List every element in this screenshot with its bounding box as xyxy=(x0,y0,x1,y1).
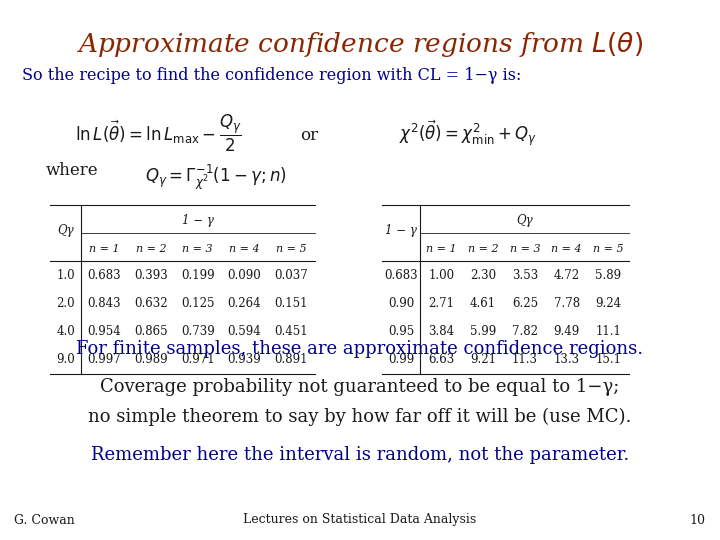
Text: n = 3: n = 3 xyxy=(182,244,213,254)
Text: 0.090: 0.090 xyxy=(228,269,261,282)
Text: So the recipe to find the confidence region with CL = 1−γ is:: So the recipe to find the confidence reg… xyxy=(22,68,521,84)
Text: 0.865: 0.865 xyxy=(134,325,168,338)
Text: 0.151: 0.151 xyxy=(274,297,308,310)
Text: Lectures on Statistical Data Analysis: Lectures on Statistical Data Analysis xyxy=(243,514,477,526)
Text: n = 1: n = 1 xyxy=(426,244,456,254)
Text: 0.264: 0.264 xyxy=(228,297,261,310)
Text: 3.53: 3.53 xyxy=(512,269,538,282)
Text: 7.82: 7.82 xyxy=(512,325,538,338)
Text: 0.037: 0.037 xyxy=(274,269,308,282)
Text: 6.63: 6.63 xyxy=(428,353,454,366)
Text: 0.939: 0.939 xyxy=(228,353,261,366)
Text: 2.30: 2.30 xyxy=(470,269,496,282)
Text: 0.954: 0.954 xyxy=(87,325,121,338)
Text: or: or xyxy=(300,127,319,144)
Text: 1 − γ: 1 − γ xyxy=(385,224,417,237)
Text: n = 5: n = 5 xyxy=(593,244,624,254)
Text: 11.1: 11.1 xyxy=(595,325,621,338)
Text: G. Cowan: G. Cowan xyxy=(14,514,75,526)
Text: 1 − γ: 1 − γ xyxy=(181,214,214,227)
Text: 0.199: 0.199 xyxy=(181,269,215,282)
Text: 9.0: 9.0 xyxy=(56,353,75,366)
Text: 6.25: 6.25 xyxy=(512,297,538,310)
Text: 5.89: 5.89 xyxy=(595,269,621,282)
Text: 0.125: 0.125 xyxy=(181,297,215,310)
Text: n = 2: n = 2 xyxy=(468,244,498,254)
Text: Approximate confidence regions from $L(\theta)$: Approximate confidence regions from $L(\… xyxy=(76,30,644,59)
Text: 0.997: 0.997 xyxy=(87,353,121,366)
Text: 0.989: 0.989 xyxy=(134,353,168,366)
Text: 0.683: 0.683 xyxy=(384,269,418,282)
Text: 1.00: 1.00 xyxy=(428,269,454,282)
Text: n = 4: n = 4 xyxy=(229,244,260,254)
Text: n = 3: n = 3 xyxy=(510,244,540,254)
Text: no simple theorem to say by how far off it will be (use MC).: no simple theorem to say by how far off … xyxy=(89,408,631,426)
Text: 0.891: 0.891 xyxy=(274,353,308,366)
Text: 4.72: 4.72 xyxy=(554,269,580,282)
Text: 5.99: 5.99 xyxy=(470,325,496,338)
Text: Remember here the interval is random, not the parameter.: Remember here the interval is random, no… xyxy=(91,446,629,463)
Text: 9.21: 9.21 xyxy=(470,353,496,366)
Text: $\chi^2(\vec{\theta}) = \chi^2_{\rm min}+Q_\gamma$: $\chi^2(\vec{\theta}) = \chi^2_{\rm min}… xyxy=(399,119,537,148)
Text: 9.49: 9.49 xyxy=(554,325,580,338)
Text: $Q_\gamma = \Gamma^{-1}_{\chi^2}(1-\gamma;n)$: $Q_\gamma = \Gamma^{-1}_{\chi^2}(1-\gamm… xyxy=(145,162,287,192)
Text: 11.3: 11.3 xyxy=(512,353,538,366)
Text: 0.451: 0.451 xyxy=(274,325,308,338)
Text: Qγ: Qγ xyxy=(57,224,74,237)
Text: n = 1: n = 1 xyxy=(89,244,120,254)
Text: 0.393: 0.393 xyxy=(134,269,168,282)
Text: n = 4: n = 4 xyxy=(552,244,582,254)
Text: 4.0: 4.0 xyxy=(56,325,75,338)
Text: 3.84: 3.84 xyxy=(428,325,454,338)
Text: 2.0: 2.0 xyxy=(56,297,75,310)
Text: 7.78: 7.78 xyxy=(554,297,580,310)
Text: 0.843: 0.843 xyxy=(87,297,121,310)
Text: 0.594: 0.594 xyxy=(228,325,261,338)
Text: 2.71: 2.71 xyxy=(428,297,454,310)
Text: 15.1: 15.1 xyxy=(595,353,621,366)
Text: 9.24: 9.24 xyxy=(595,297,621,310)
Text: 1.0: 1.0 xyxy=(56,269,75,282)
Text: $\ln L(\vec{\theta}) = \ln L_{\rm max}-\dfrac{Q_\gamma}{2}$: $\ln L(\vec{\theta}) = \ln L_{\rm max}-\… xyxy=(75,113,242,154)
Text: n = 2: n = 2 xyxy=(135,244,166,254)
Text: 0.95: 0.95 xyxy=(388,325,414,338)
Text: For finite samples, these are approximate confidence regions.: For finite samples, these are approximat… xyxy=(76,340,644,358)
Text: 4.61: 4.61 xyxy=(470,297,496,310)
Text: 0.971: 0.971 xyxy=(181,353,215,366)
Text: where: where xyxy=(45,162,99,179)
Text: n = 5: n = 5 xyxy=(276,244,307,254)
Text: 0.683: 0.683 xyxy=(87,269,121,282)
Text: Coverage probability not guaranteed to be equal to 1−γ;: Coverage probability not guaranteed to b… xyxy=(100,378,620,396)
Text: 13.3: 13.3 xyxy=(554,353,580,366)
Text: 0.632: 0.632 xyxy=(134,297,168,310)
Text: 0.739: 0.739 xyxy=(181,325,215,338)
Text: 0.99: 0.99 xyxy=(388,353,414,366)
Text: 10: 10 xyxy=(690,514,706,526)
Text: 0.90: 0.90 xyxy=(388,297,414,310)
Text: Qγ: Qγ xyxy=(516,214,534,227)
